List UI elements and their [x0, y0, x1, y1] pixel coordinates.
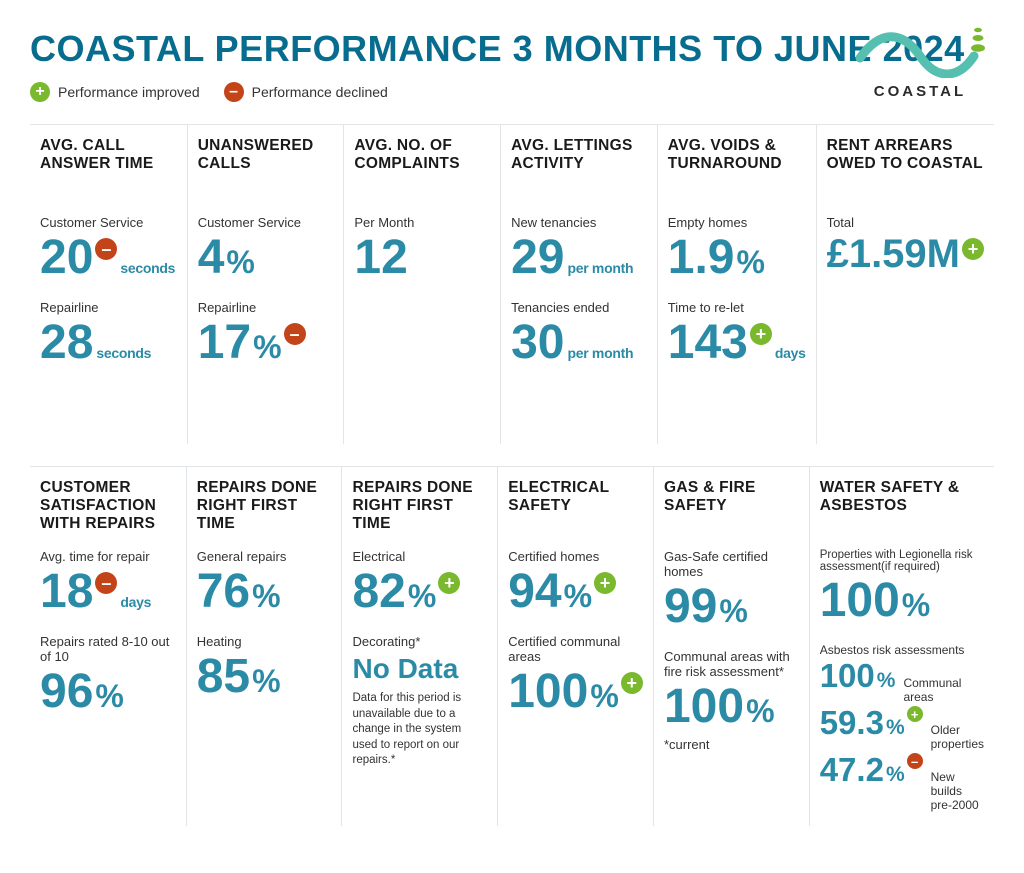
- cell-call-answer: Avg. Call Answer Time Customer Service 2…: [30, 124, 187, 444]
- minus-icon: –: [95, 238, 117, 260]
- cell-unanswered: Unanswered Calls Customer Service 4% Rep…: [187, 124, 344, 444]
- minus-icon: –: [224, 82, 244, 102]
- cell-gas-fire: Gas & Fire Safety Gas-Safe certified hom…: [653, 466, 809, 826]
- minus-icon: –: [907, 753, 923, 769]
- cell-water-asbestos: Water Safety & Asbestos Properties with …: [809, 466, 994, 826]
- no-data-note: Data for this period is unavailable due …: [352, 691, 487, 769]
- minus-icon: –: [95, 572, 117, 594]
- plus-icon: +: [30, 82, 50, 102]
- minus-icon: –: [284, 323, 306, 345]
- cell-right-first-a: Repairs Done Right First Time General re…: [186, 466, 342, 826]
- cell-satisfaction: Customer Satisfaction with Repairs Avg. …: [30, 466, 186, 826]
- plus-icon: +: [750, 323, 772, 345]
- plus-icon: +: [621, 672, 643, 694]
- cell-right-first-b: Repairs Done Right First Time Electrical…: [341, 466, 497, 826]
- cell-lettings: Avg. Lettings Activity New tenancies 29p…: [500, 124, 657, 444]
- no-data: No Data: [352, 653, 487, 685]
- plus-icon: +: [907, 706, 923, 722]
- logo: COASTAL: [850, 22, 990, 100]
- cell-arrears: Rent Arrears Owed to Coastal Total £1.59…: [816, 124, 994, 444]
- logo-text: COASTAL: [850, 83, 990, 100]
- cell-voids: Avg. Voids & Turnaround Empty homes 1.9%…: [657, 124, 816, 444]
- legend-declined: Performance declined: [252, 84, 388, 100]
- footnote-current: *current: [664, 737, 799, 752]
- cell-complaints: Avg. No. of Complaints Per Month 12: [343, 124, 500, 444]
- legend-improved: Performance improved: [58, 84, 200, 100]
- plus-icon: +: [962, 238, 984, 260]
- cell-electrical: Electrical Safety Certified homes 94%+ C…: [497, 466, 653, 826]
- plus-icon: +: [594, 572, 616, 594]
- plus-icon: +: [438, 572, 460, 594]
